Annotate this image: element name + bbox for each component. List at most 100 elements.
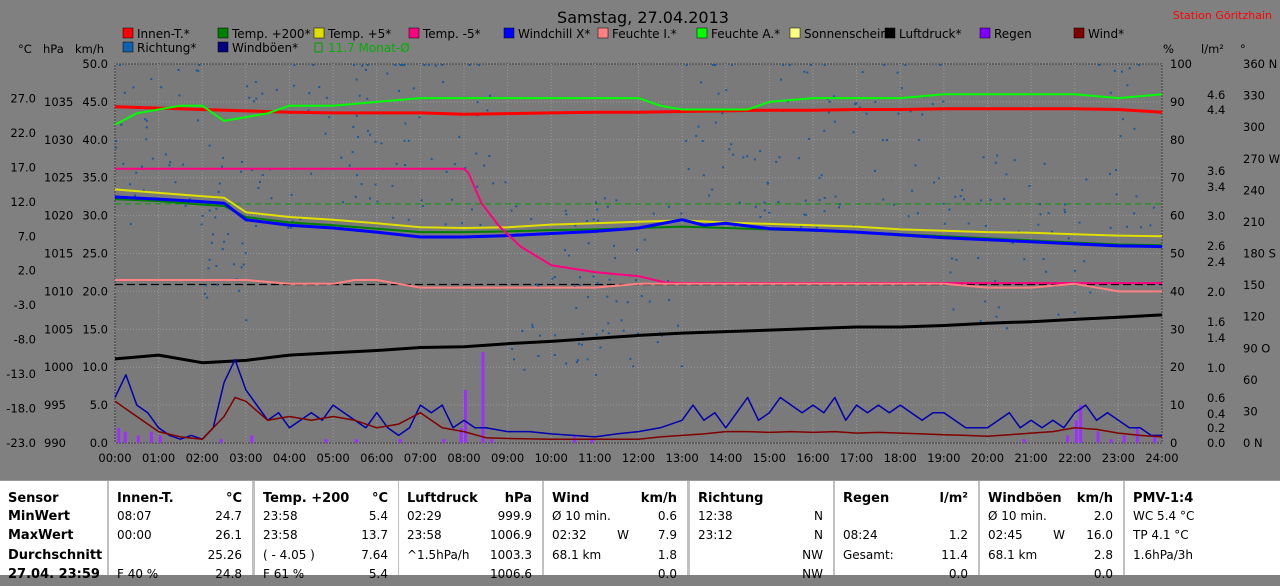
direction-dot xyxy=(510,209,513,212)
direction-dot xyxy=(324,132,327,135)
rain-tick-label: 4.6 xyxy=(1207,88,1225,102)
direction-dot xyxy=(954,195,957,198)
direction-dot xyxy=(578,276,581,279)
cell-time: TP 4.1 °C xyxy=(1133,528,1189,542)
direction-dot xyxy=(634,279,637,282)
direction-dot xyxy=(896,71,899,74)
rain-bar xyxy=(1066,435,1070,443)
column-unit: °C xyxy=(371,491,388,506)
direction-dot xyxy=(586,295,589,298)
direction-dot xyxy=(404,164,407,167)
rain-bar xyxy=(324,439,328,443)
direction-dot xyxy=(135,171,138,174)
column-header: Wind xyxy=(552,491,590,506)
direction-dot xyxy=(553,276,556,279)
table-row: TP 4.1 °C xyxy=(1125,528,1280,547)
direction-dot xyxy=(248,96,251,99)
legend-label: Feuchte I.* xyxy=(612,27,677,41)
cell-value: 5.4 xyxy=(368,509,388,523)
direction-dot xyxy=(361,64,364,67)
direction-dot xyxy=(949,271,952,274)
table-row: 68.1 km 2.8 xyxy=(980,548,1123,567)
column-unit: °C xyxy=(225,491,242,506)
direction-dot xyxy=(579,283,582,286)
legend-swatch xyxy=(1073,27,1085,39)
direction-dot xyxy=(865,112,868,115)
row-label: MinWert xyxy=(8,509,70,524)
direction-dot xyxy=(208,258,211,261)
table-row: ( - 4.05 ) 7.64 xyxy=(255,548,398,567)
right-unit-label: l/m² xyxy=(1201,42,1224,56)
column-header: Regen xyxy=(843,491,890,506)
direction-dot xyxy=(444,223,447,226)
hpa-tick-label: 1010 xyxy=(44,284,73,298)
cell-value: N xyxy=(814,509,823,523)
direction-dot xyxy=(352,125,355,128)
direction-dot xyxy=(1089,291,1092,294)
direction-dot xyxy=(700,81,703,84)
x-tick-label: 22:00 xyxy=(1058,451,1091,465)
direction-dot xyxy=(565,362,568,365)
direction-dot xyxy=(1109,226,1112,229)
cell-value: 24.7 xyxy=(215,509,242,523)
direction-dot xyxy=(933,181,936,184)
direction-dot xyxy=(195,69,198,72)
table-column-regen: Regen l/m² 08:24 1.2 Gesamt: 11.4 0.0 xyxy=(835,481,978,581)
x-tick-label: 03:00 xyxy=(229,451,262,465)
legend-swatch xyxy=(696,27,708,39)
cell-time: ^1.5hPa/h xyxy=(407,548,470,562)
legend-label: Windböen* xyxy=(232,41,298,55)
direction-dot xyxy=(205,284,208,287)
direction-dot xyxy=(827,111,830,114)
direction-dot xyxy=(129,223,132,226)
direction-dot xyxy=(697,125,700,128)
direction-dot xyxy=(576,359,579,362)
direction-dot xyxy=(223,240,226,243)
direction-dot xyxy=(380,142,383,145)
direction-dot xyxy=(615,300,618,303)
table-row xyxy=(1125,567,1280,586)
direction-dot xyxy=(216,283,219,286)
cell-value: 5.4 xyxy=(368,567,388,581)
direction-dot xyxy=(307,109,310,112)
direction-dot xyxy=(900,87,903,90)
pct-tick-label: 30 xyxy=(1170,322,1185,336)
direction-dot xyxy=(394,64,397,66)
direction-dot xyxy=(535,283,538,286)
direction-dot xyxy=(680,365,683,368)
direction-dot xyxy=(873,169,876,172)
direction-dot xyxy=(134,194,137,197)
direction-tick-label: 330 xyxy=(1243,89,1265,103)
direction-dot xyxy=(395,162,398,165)
direction-dot xyxy=(398,89,401,92)
cell-time: F 40 % xyxy=(117,567,159,581)
table-row: Durchschnitt xyxy=(0,548,107,567)
table-column-luftdruck: Luftdruck hPa 02:29 999.9 23:58 1006.9 ^1.5hPa… xyxy=(399,481,542,581)
x-tick-label: 00:00 xyxy=(98,451,131,465)
direction-dot xyxy=(606,205,609,208)
direction-dot xyxy=(667,299,670,302)
direction-dot xyxy=(1115,169,1118,172)
x-tick-label: 05:00 xyxy=(317,451,350,465)
chart-title: Samstag, 27.04.2013 xyxy=(557,8,729,27)
cell-value: 999.9 xyxy=(497,509,532,523)
table-row: 1006.6 xyxy=(399,567,542,586)
direction-dot xyxy=(253,100,256,103)
direction-dot xyxy=(599,346,602,349)
direction-dot xyxy=(1152,206,1155,209)
series-line-temp-5- xyxy=(114,188,1163,238)
cell-value: 25.26 xyxy=(207,548,242,562)
direction-dot xyxy=(392,216,395,219)
left-unit-label: km/h xyxy=(75,42,104,56)
direction-dot xyxy=(858,106,861,109)
rain-bar xyxy=(123,431,127,443)
direction-dot xyxy=(1039,213,1042,216)
hpa-tick-label: 995 xyxy=(44,398,66,412)
direction-dot xyxy=(852,131,855,134)
direction-dot xyxy=(354,195,357,198)
direction-dot xyxy=(948,208,951,211)
direction-dot xyxy=(287,227,290,230)
direction-dot xyxy=(594,201,597,204)
direction-dot xyxy=(995,315,998,318)
direction-dot xyxy=(118,64,121,66)
